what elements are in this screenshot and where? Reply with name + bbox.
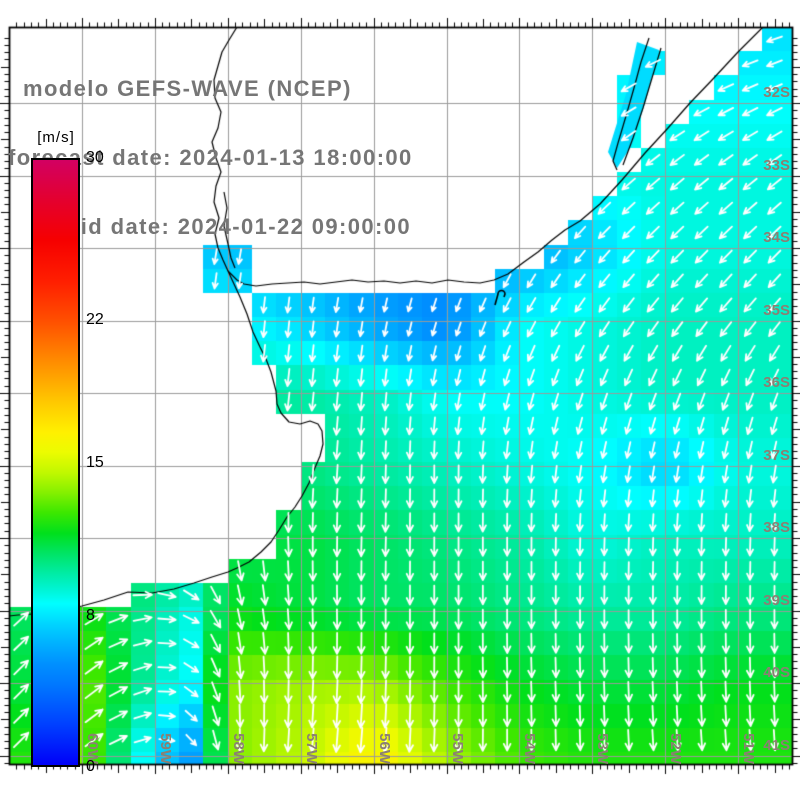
lat-label: 41S xyxy=(763,736,790,754)
lat-label: 38S xyxy=(763,519,790,536)
lat-label: 40S xyxy=(763,664,790,681)
colorbar-tick-label: 0 xyxy=(86,758,95,775)
lon-label: 57W xyxy=(302,733,320,764)
colorbar-gradient xyxy=(31,158,80,767)
lon-label: 51W xyxy=(740,733,758,764)
lat-label: 32S xyxy=(763,84,790,101)
lat-label: 34S xyxy=(763,229,790,246)
lat-label: 33S xyxy=(763,156,790,174)
lat-label: 35S xyxy=(763,301,790,319)
lat-label: 37S xyxy=(763,446,790,464)
lat-label: 39S xyxy=(763,591,790,609)
colorbar-unit-label: [m/s] xyxy=(37,129,75,146)
lon-label: 52W xyxy=(667,733,685,764)
lon-label: 54W xyxy=(521,733,539,764)
lat-label: 36S xyxy=(763,374,790,391)
title-block: modelo GEFS-WAVE (NCEP) forecast date: 2… xyxy=(8,31,413,284)
lon-label: 55W xyxy=(448,733,466,764)
lon-label: 58W xyxy=(229,733,247,764)
colorbar-tick-label: 8 xyxy=(86,606,95,624)
lon-label: 56W xyxy=(375,733,393,764)
forecast-date-line: forecast date: 2024-01-13 18:00:00 xyxy=(8,145,413,170)
lon-label: 53W xyxy=(594,733,612,764)
colorbar-tick-label: 22 xyxy=(86,310,104,328)
model-title: modelo GEFS-WAVE (NCEP) xyxy=(23,76,352,101)
colorbar-tick-label: 15 xyxy=(86,453,104,471)
lon-label: 59W xyxy=(156,733,174,764)
colorbar-tick-label: 30 xyxy=(86,149,104,166)
